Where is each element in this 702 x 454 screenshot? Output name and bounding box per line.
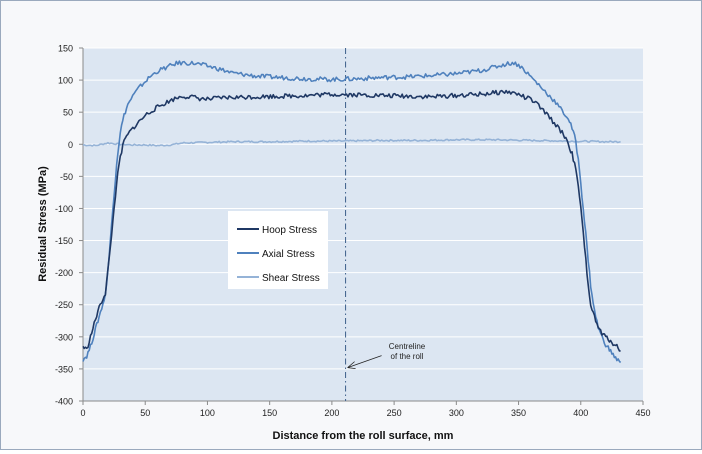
y-tick-label: 50	[63, 108, 73, 118]
x-tick-label: 300	[449, 408, 464, 418]
annotation-arrowhead	[347, 361, 356, 370]
y-tick-label: -250	[55, 300, 73, 310]
x-tick-label: 200	[324, 408, 339, 418]
x-tick-label: 400	[573, 408, 588, 418]
y-tick-label: -350	[55, 364, 73, 374]
legend-label: Hoop Stress	[262, 225, 317, 236]
x-tick-label: 50	[140, 408, 150, 418]
series-line-axial-stress	[82, 60, 622, 364]
legend-label: Shear Stress	[262, 273, 320, 284]
plot-area	[83, 48, 643, 401]
x-axis-title: Distance from the roll surface, mm	[273, 430, 454, 442]
y-tick-label: 100	[58, 76, 73, 86]
annotation-arrow	[347, 355, 382, 369]
legend: Hoop Stress Axial Stress Shear Stress	[228, 211, 328, 289]
x-tick-label: 450	[635, 408, 650, 418]
y-tick-label: 150	[58, 44, 73, 54]
x-tick-label: 350	[511, 408, 526, 418]
y-tick-label: -300	[55, 332, 73, 342]
series-line-hoop-stress	[82, 89, 621, 352]
series-lines	[82, 60, 622, 364]
x-tick-label: 250	[387, 408, 402, 418]
x-tick-label: 100	[200, 408, 215, 418]
annotation-line-2: of the roll	[391, 352, 424, 361]
y-tick-label: -50	[60, 172, 73, 182]
y-axis-title: Residual Stress (MPa)	[37, 166, 49, 282]
axes	[79, 47, 644, 405]
annotation-line-1: Centreline	[389, 342, 426, 351]
centreline-annotation: Centreline of the roll	[347, 342, 426, 370]
tick-labels: 150 100 50 0 -50 -100 -150 -200 -250 -300 -350 -400…	[55, 44, 651, 419]
legend-label: Axial Stress	[262, 249, 315, 260]
x-tick-label: 150	[262, 408, 277, 418]
y-tick-label: -150	[55, 236, 73, 246]
y-tick-label: 0	[68, 140, 73, 150]
y-tick-label: -100	[55, 204, 73, 214]
y-tick-label: -400	[55, 397, 73, 407]
x-tick-label: 0	[80, 408, 85, 418]
series-line-shear-stress	[83, 138, 621, 147]
y-tick-label: -200	[55, 268, 73, 278]
